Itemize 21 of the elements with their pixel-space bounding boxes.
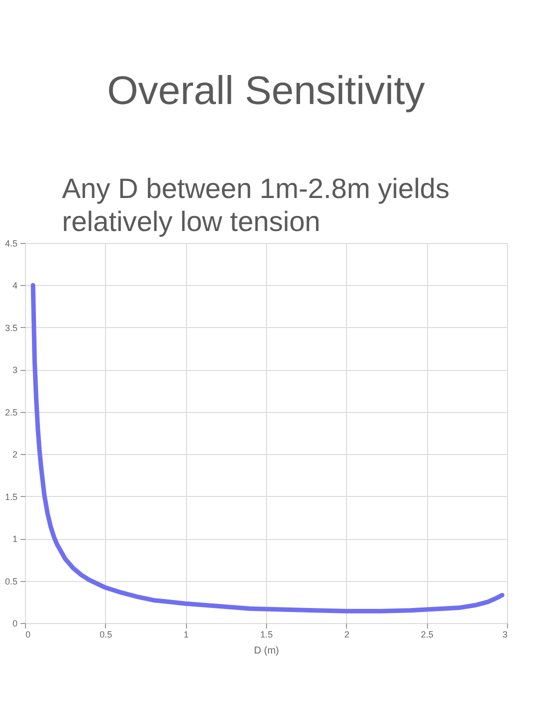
y-tick-label: 0 xyxy=(12,618,18,628)
chart-title: Overall Sensitivity xyxy=(107,69,425,113)
x-tick-label: 3 xyxy=(502,630,508,640)
y-tick-label: 2 xyxy=(12,450,18,460)
y-tick-label: 3.5 xyxy=(4,322,18,333)
x-tick-label: 1.5 xyxy=(260,630,273,640)
x-axis-title: D (m) xyxy=(254,646,279,656)
y-tick-label: 0.5 xyxy=(4,576,18,586)
x-tick-label: 0 xyxy=(26,630,31,640)
y-tick-label: 4.5 xyxy=(4,238,18,248)
x-tick-label: 1 xyxy=(184,630,189,640)
y-tick-label: 4 xyxy=(12,280,18,291)
line-series xyxy=(30,282,504,614)
y-tick-label: 1 xyxy=(12,534,18,544)
y-tick-label: 2.5 xyxy=(4,407,18,418)
chart-subtitle: Any D between 1m-2.8m yields relatively low tension xyxy=(62,173,450,237)
y-tick-label: 3 xyxy=(12,365,18,376)
x-tick-label: 2.5 xyxy=(420,630,434,640)
x-tick-label: 0.5 xyxy=(100,630,112,640)
x-tick-label: 2 xyxy=(344,630,350,640)
y-tick-label: 1.5 xyxy=(4,492,18,502)
